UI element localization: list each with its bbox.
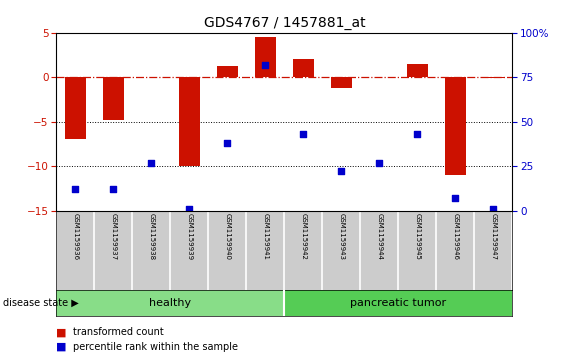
Text: GSM1159940: GSM1159940 bbox=[224, 213, 230, 260]
Text: GSM1159937: GSM1159937 bbox=[110, 213, 117, 260]
Point bbox=[71, 186, 80, 192]
Text: GSM1159942: GSM1159942 bbox=[300, 213, 306, 260]
Text: ■: ■ bbox=[56, 327, 67, 337]
Bar bbox=[255, 37, 276, 77]
Text: healthy: healthy bbox=[149, 298, 191, 308]
Point bbox=[451, 195, 460, 201]
Bar bbox=[103, 77, 124, 120]
Point bbox=[375, 160, 384, 166]
Text: GSM1159939: GSM1159939 bbox=[186, 213, 193, 260]
Bar bbox=[65, 77, 86, 139]
Bar bbox=[445, 77, 466, 175]
Point bbox=[337, 168, 346, 174]
Point bbox=[299, 131, 308, 137]
Bar bbox=[407, 64, 428, 77]
Bar bbox=[284, 290, 512, 316]
Text: disease state ▶: disease state ▶ bbox=[3, 298, 79, 308]
Text: GSM1159947: GSM1159947 bbox=[490, 213, 497, 260]
Text: GSM1159936: GSM1159936 bbox=[72, 213, 78, 260]
Bar bbox=[293, 60, 314, 77]
Text: pancreatic tumor: pancreatic tumor bbox=[350, 298, 446, 308]
Bar bbox=[217, 66, 238, 77]
Bar bbox=[179, 77, 200, 166]
Bar bbox=[483, 77, 504, 78]
Point bbox=[223, 140, 232, 146]
Point bbox=[109, 186, 118, 192]
Point bbox=[413, 131, 422, 137]
Point bbox=[261, 62, 270, 68]
Text: GSM1159944: GSM1159944 bbox=[376, 213, 382, 260]
Point bbox=[185, 206, 194, 212]
Text: GSM1159946: GSM1159946 bbox=[452, 213, 458, 260]
Text: GSM1159943: GSM1159943 bbox=[338, 213, 345, 260]
Bar bbox=[56, 290, 284, 316]
Point bbox=[147, 160, 156, 166]
Text: ■: ■ bbox=[56, 342, 67, 352]
Text: GSM1159941: GSM1159941 bbox=[262, 213, 269, 260]
Bar bbox=[331, 77, 352, 88]
Text: percentile rank within the sample: percentile rank within the sample bbox=[73, 342, 238, 352]
Title: GDS4767 / 1457881_at: GDS4767 / 1457881_at bbox=[203, 16, 365, 30]
Point bbox=[489, 206, 498, 212]
Text: GSM1159938: GSM1159938 bbox=[148, 213, 154, 260]
Text: GSM1159945: GSM1159945 bbox=[414, 213, 421, 260]
Text: transformed count: transformed count bbox=[73, 327, 164, 337]
